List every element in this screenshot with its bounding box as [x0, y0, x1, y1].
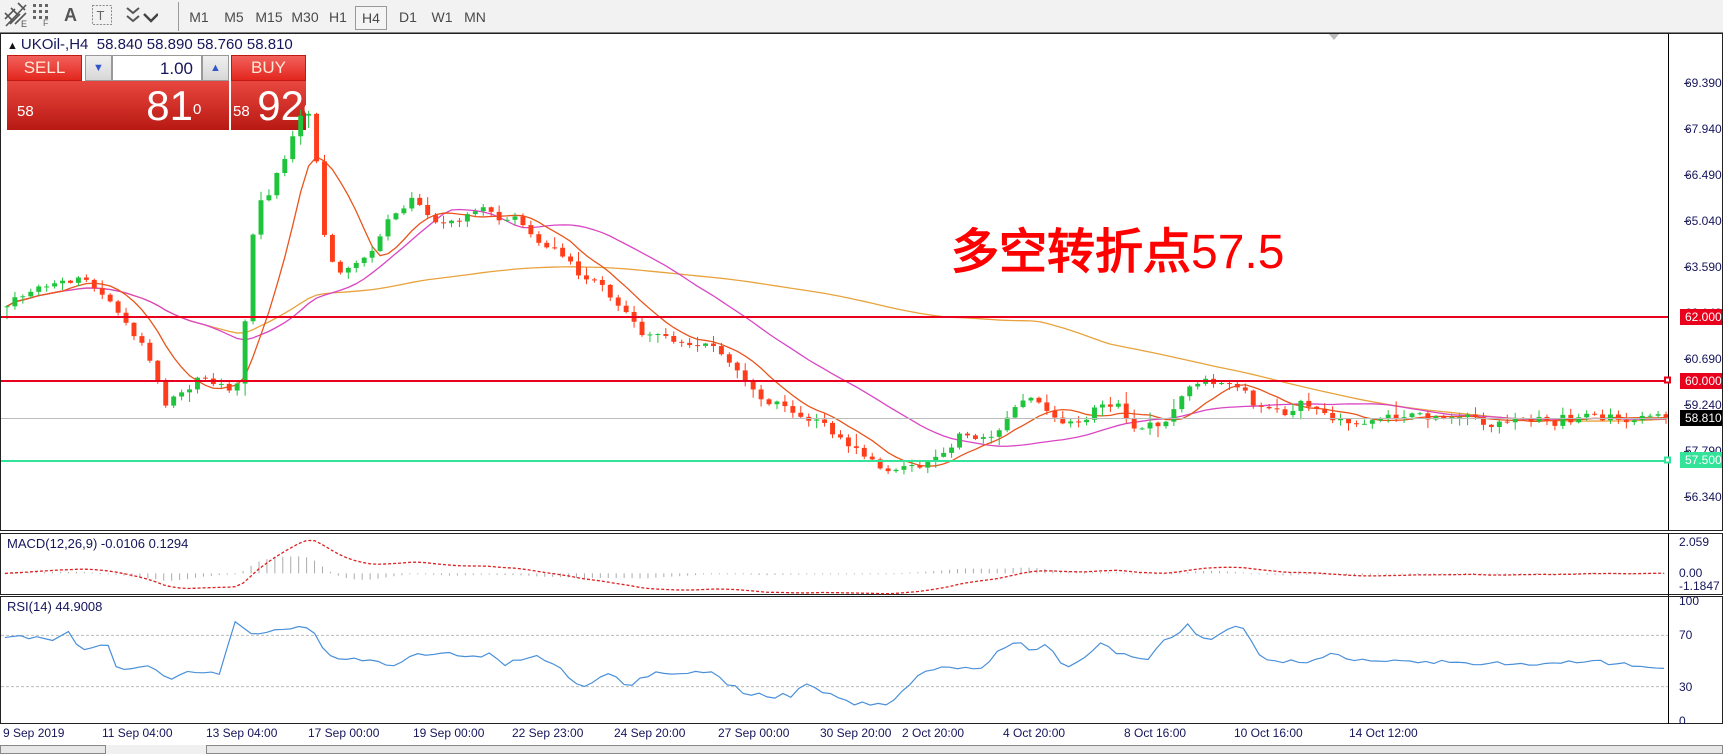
svg-text:T: T: [97, 8, 105, 23]
svg-text:F: F: [43, 18, 49, 26]
svg-text:E: E: [21, 19, 27, 28]
